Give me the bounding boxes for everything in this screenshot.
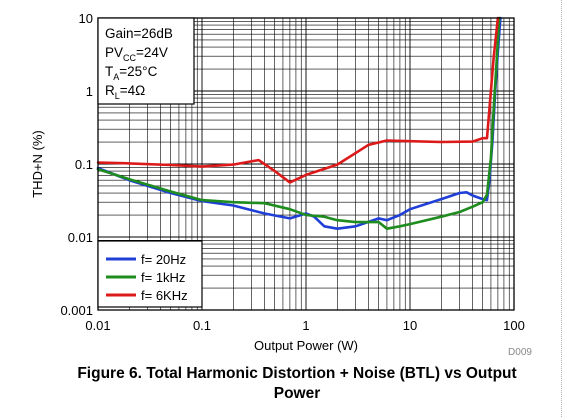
page-edge-rule	[561, 0, 562, 417]
x-tick-label: 1	[302, 318, 309, 333]
legend-label-3: f= 6KHz	[141, 288, 188, 303]
legend-label-2: f= 1kHz	[141, 270, 185, 285]
legend-label-1: f= 20Hz	[141, 252, 186, 267]
x-tick-label: 0.01	[85, 318, 110, 333]
y-tick-label: 0.1	[75, 157, 93, 172]
x-tick-label: 10	[403, 318, 417, 333]
condition-line-2: PVCC=24V	[105, 45, 168, 63]
y-tick-label: 10	[79, 11, 93, 26]
series-line-2	[96, 16, 501, 230]
x-tick-label: 100	[503, 318, 525, 333]
condition-line-3: TA=25°C	[105, 64, 158, 82]
series-layer	[96, 16, 502, 230]
y-tick-label: 0.001	[60, 303, 93, 318]
figure-caption: Figure 6. Total Harmonic Distortion + No…	[30, 364, 564, 404]
condition-line-1: Gain=26dB	[105, 26, 173, 41]
document-id: D009	[508, 347, 532, 358]
figure-caption-line-1: Figure 6. Total Harmonic Distortion + No…	[77, 365, 517, 382]
y-tick-label: 0.01	[68, 230, 93, 245]
x-axis-title: Output Power (W)	[254, 338, 358, 353]
legend: f= 20Hz f= 1kHz f= 6KHz	[97, 240, 203, 308]
plot-frame	[97, 17, 515, 311]
x-tick-label: 0.1	[193, 318, 211, 333]
figure-caption-line-2: Power	[273, 385, 321, 402]
series-line-3	[96, 16, 500, 184]
y-tick-label: 1	[86, 84, 93, 99]
condition-line-4: RL=4Ω	[105, 83, 145, 101]
y-axis-title: THD+N (%)	[30, 130, 45, 198]
